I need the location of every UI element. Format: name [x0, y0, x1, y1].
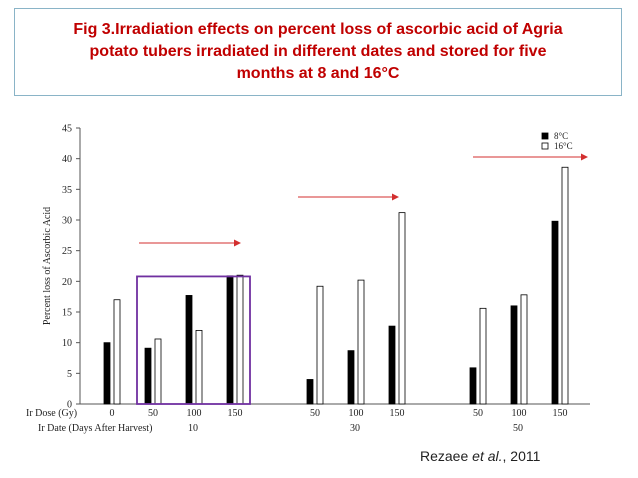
citation: Rezaee et al., 2011	[420, 448, 540, 464]
slide-title-line-3: months at 8 and 16°C	[236, 65, 400, 82]
y-tick-label: 35	[62, 185, 72, 196]
bar-16c	[195, 329, 203, 405]
citation-year: , 2011	[502, 448, 541, 464]
bar-16c	[236, 274, 244, 405]
legend-swatch	[541, 132, 549, 140]
bar-16c	[357, 279, 365, 405]
x-tick-label-date: 30	[350, 423, 360, 434]
y-tick-label: 5	[67, 369, 72, 380]
trend-arrow-head	[392, 193, 399, 201]
citation-author: Rezaee	[420, 448, 473, 464]
y-tick-label: 45	[62, 124, 72, 135]
x-tick-label-date: 50	[513, 423, 523, 434]
chart-overlays	[136, 153, 588, 405]
bar-8c	[226, 275, 234, 405]
y-tick-label: 40	[62, 154, 72, 165]
y-tick-label: 25	[62, 246, 72, 257]
bar-8c	[185, 295, 193, 405]
bar-16c	[398, 212, 406, 405]
bar-16c	[561, 166, 569, 405]
x-tick-label-dose: 50	[310, 408, 320, 419]
x-tick-label-dose: 150	[553, 408, 568, 419]
legend-entry: 16°C	[554, 141, 573, 151]
y-tick-label: 20	[62, 277, 72, 288]
bar-16c	[316, 285, 324, 405]
chart-axes: 0 5 10 15 20 25 30 35 40 45 Percent loss of Ascorb…	[42, 124, 590, 411]
bar-16c	[154, 338, 162, 405]
chart-bars	[103, 166, 569, 405]
bar-16c	[113, 299, 121, 405]
slide-title-line-2: potato tubers irradiated in different da…	[89, 43, 547, 60]
x-tick-label-dose: 100	[349, 408, 364, 419]
bar-8c	[388, 325, 396, 405]
slide-title: Fig 3.Irradiation effects on percent los…	[14, 8, 622, 96]
y-tick-label: 30	[62, 216, 72, 227]
legend-entry: 8°C	[554, 131, 568, 141]
bar-8c	[347, 350, 355, 405]
slide-title-line-1: Fig 3.Irradiation effects on percent los…	[73, 21, 563, 38]
highlight-box	[136, 275, 251, 405]
x-tick-label-date: 10	[188, 423, 198, 434]
trend-arrow-head	[581, 153, 588, 161]
bar-8c	[144, 347, 152, 405]
x-tick-label-dose: 150	[390, 408, 405, 419]
trend-arrow-head	[234, 239, 241, 247]
x-tick-label-dose: 100	[512, 408, 527, 419]
bar-8c	[551, 220, 559, 405]
bar-8c	[103, 342, 111, 405]
x-tick-label-dose: 50	[148, 408, 158, 419]
y-axis-label: Percent loss of Ascorbic Acid	[42, 207, 53, 325]
x-row-label-date: Ir Date (Days After Harvest)	[38, 423, 152, 434]
y-tick-label: 0	[67, 400, 72, 411]
citation-etal: et al.	[472, 448, 503, 464]
x-row-label-dose: Ir Dose (Gy)	[26, 408, 77, 419]
bar-16c	[520, 294, 528, 405]
x-tick-label-dose: 150	[228, 408, 243, 419]
bar-8c	[306, 379, 314, 405]
bar-16c	[479, 307, 487, 405]
x-tick-label-dose: 100	[187, 408, 202, 419]
x-tick-label-dose: 50	[473, 408, 483, 419]
y-tick-label: 10	[62, 338, 72, 349]
bar-8c	[510, 305, 518, 405]
legend-swatch	[541, 142, 549, 150]
y-tick-label: 15	[62, 308, 72, 319]
x-tick-label-dose: 0	[110, 408, 115, 419]
chart-labels: Ir Dose (Gy) Ir Date (Days After Harvest)…	[26, 131, 573, 434]
bar-8c	[469, 367, 477, 405]
